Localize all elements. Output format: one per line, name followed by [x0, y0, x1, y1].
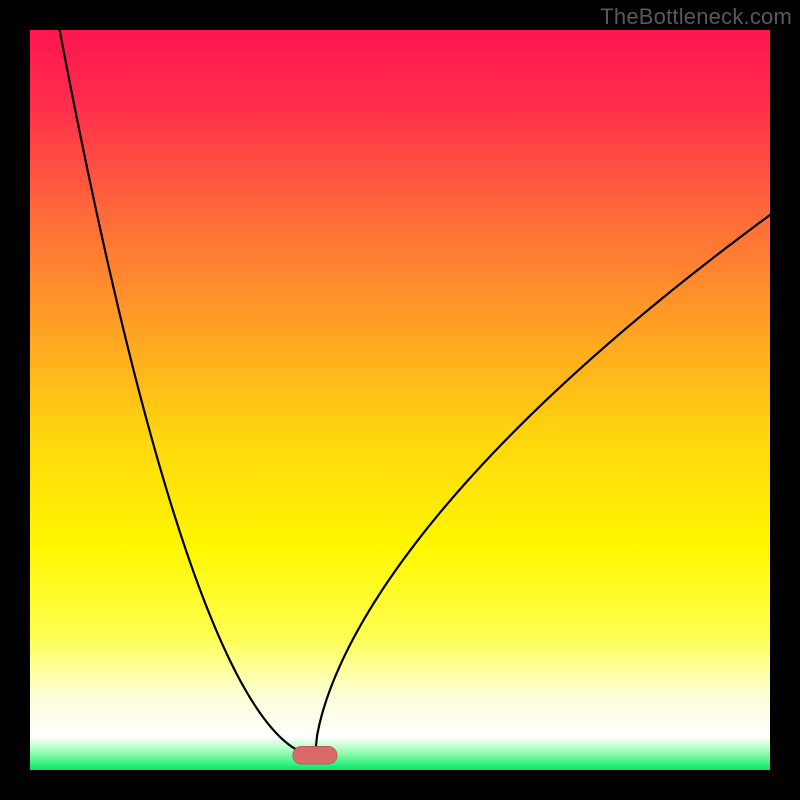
root-container: TheBottleneck.com: [0, 0, 800, 800]
bottleneck-plot: [0, 0, 800, 800]
watermark-text: TheBottleneck.com: [600, 4, 792, 30]
optimal-marker: [293, 746, 337, 764]
